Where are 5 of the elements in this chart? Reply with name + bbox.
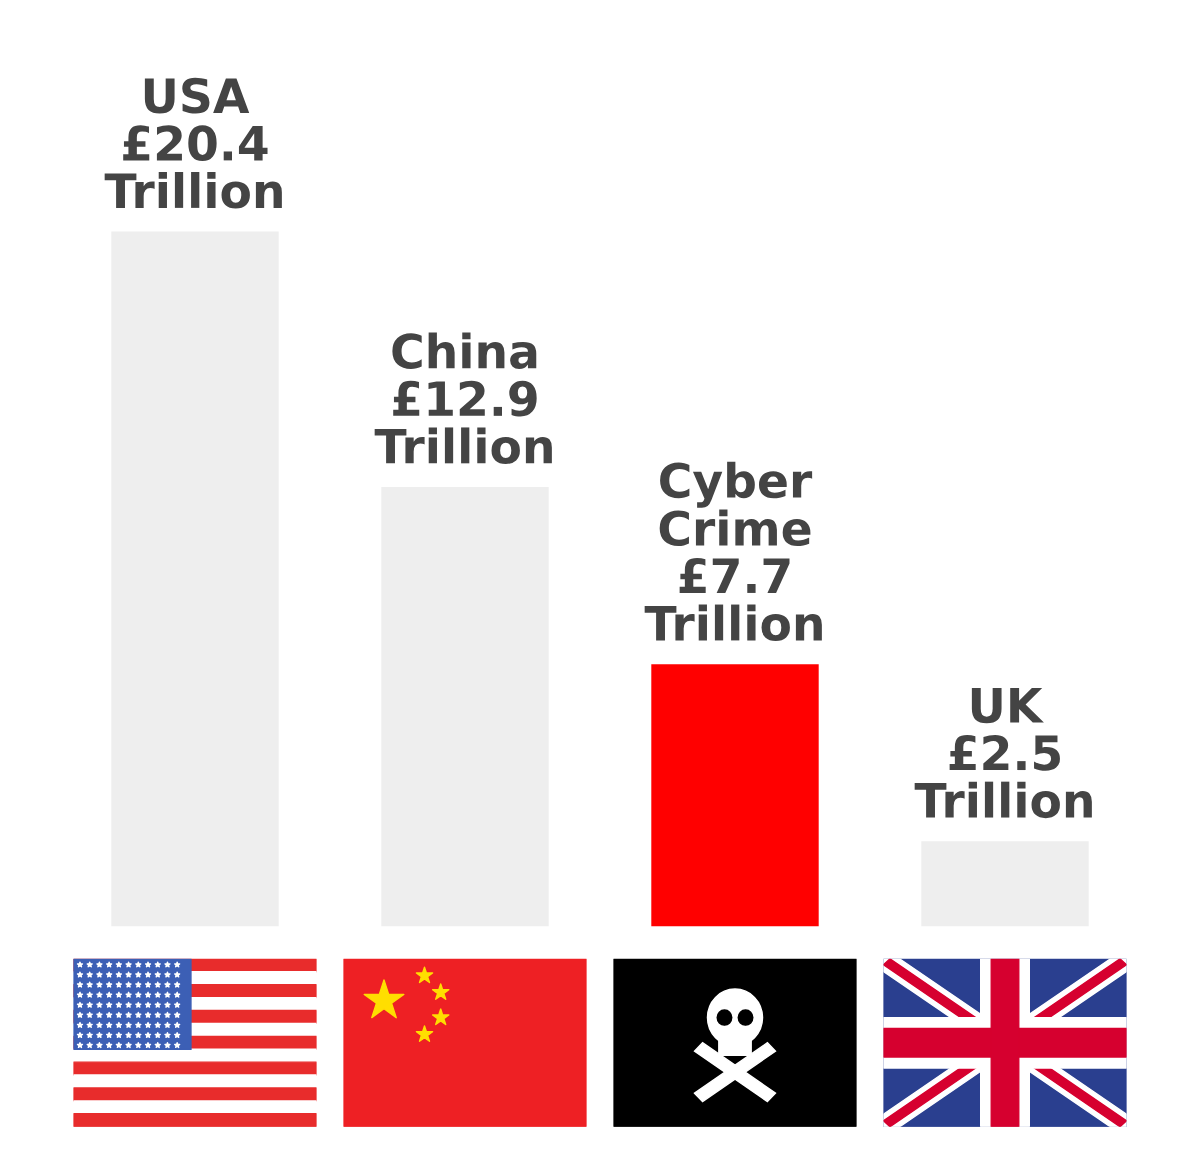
bar	[651, 664, 819, 927]
data-label: China £12.9 Trillion	[374, 332, 552, 464]
data-label: Cyber Crime £7.7 Trillion	[644, 461, 822, 642]
data-label: UK £2.5 Trillion	[914, 688, 1092, 819]
data-label: USA £20.4 Trillion	[104, 77, 282, 209]
